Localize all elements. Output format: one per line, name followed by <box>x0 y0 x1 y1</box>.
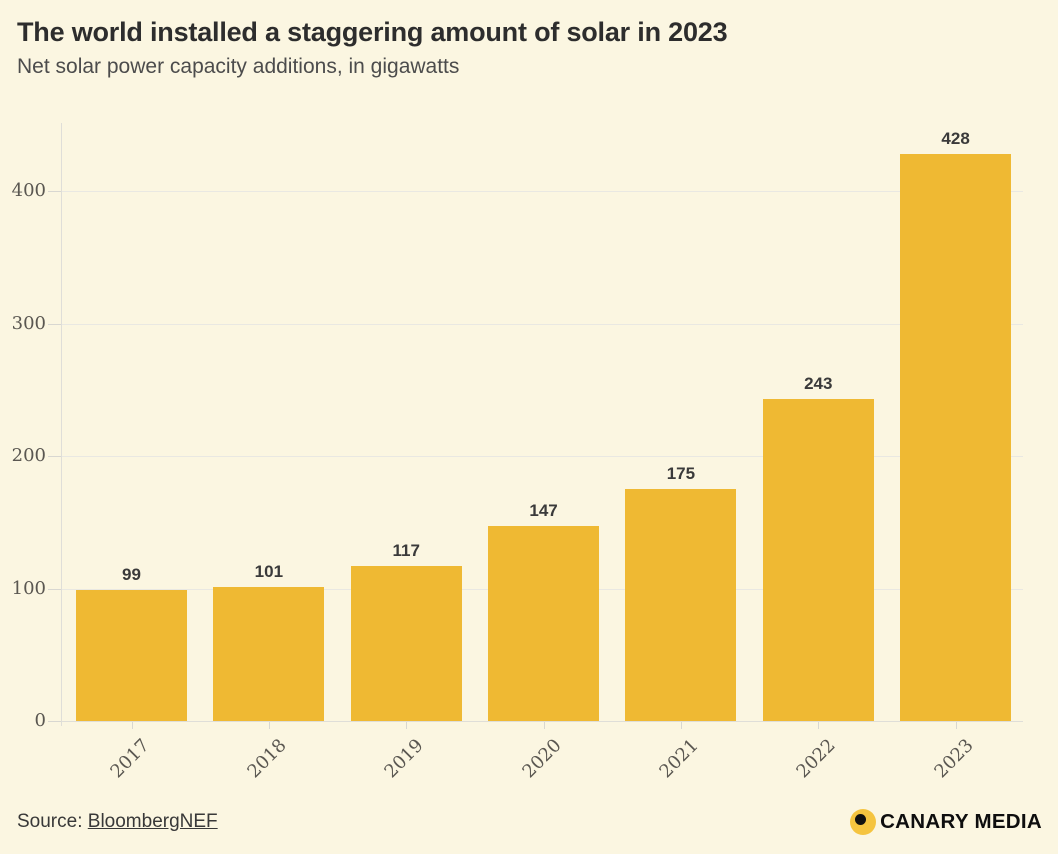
bar-2023 <box>900 154 1012 721</box>
x-axis-tick <box>680 722 682 729</box>
y-axis-line <box>61 123 62 726</box>
x-axis-tick-label: 2023 <box>930 735 978 783</box>
y-axis-tick-label: 200 <box>11 445 46 467</box>
x-axis-tick-label: 2020 <box>518 735 566 783</box>
y-axis-tick <box>48 323 61 325</box>
bar-value-label: 101 <box>254 562 284 581</box>
y-axis-tick-label: 100 <box>11 577 46 599</box>
bar-2018 <box>213 587 325 721</box>
y-axis-tick <box>48 191 61 193</box>
y-axis-tick <box>48 588 61 590</box>
y-axis-tick <box>48 721 61 722</box>
bar-2022 <box>762 399 874 721</box>
gridline <box>61 191 1023 193</box>
chart-subtitle: Net solar power capacity additions, in g… <box>17 55 460 79</box>
source-link[interactable]: BloombergNEF <box>87 811 218 832</box>
y-axis-tick-label: 400 <box>11 180 46 202</box>
gridline <box>61 323 1023 325</box>
x-axis-tick-label: 2019 <box>380 735 429 783</box>
y-axis-tick-label: 300 <box>11 312 46 334</box>
bar-value-label: 147 <box>529 501 558 520</box>
x-axis-tick <box>131 722 133 729</box>
x-axis-tick-label: 2021 <box>655 735 703 783</box>
x-axis-tick <box>543 722 545 729</box>
x-axis-tick-label: 2018 <box>243 735 291 783</box>
brand-name: CANARY MEDIA <box>880 810 1042 833</box>
x-axis-tick-label: 2017 <box>106 735 154 783</box>
x-axis-line <box>61 721 1023 722</box>
chart-header: The world installed a staggering amount … <box>17 16 1041 79</box>
chart-title: The world installed a staggering amount … <box>17 17 728 47</box>
brand-logo: CANARY MEDIA <box>850 809 1042 835</box>
x-axis-tick <box>955 722 957 729</box>
logo-dot-icon <box>855 814 867 825</box>
bar-value-label: 99 <box>122 565 141 584</box>
chart-footer: Source: BloombergNEF CANARY MEDIA <box>17 802 1042 842</box>
x-axis-tick <box>268 722 270 729</box>
bar-2017 <box>76 590 187 721</box>
bar-value-label: 428 <box>941 129 970 148</box>
bar-2021 <box>625 489 737 721</box>
x-axis-tick-label: 2022 <box>792 735 841 783</box>
y-axis-tick <box>48 456 61 458</box>
bar-value-label: 175 <box>666 464 696 483</box>
bar-value-label: 243 <box>804 374 833 393</box>
source-note: Source: BloombergNEF <box>17 811 218 833</box>
y-axis-tick-label: 0 <box>34 710 46 731</box>
bar-value-label: 117 <box>392 541 420 560</box>
x-axis-tick <box>818 722 820 729</box>
bar-2019 <box>350 566 462 721</box>
x-axis-tick <box>406 722 408 729</box>
canary-media-logo-icon <box>850 809 877 835</box>
gridline <box>61 456 1023 458</box>
source-label: Source: <box>17 811 88 832</box>
bar-2020 <box>488 526 600 721</box>
